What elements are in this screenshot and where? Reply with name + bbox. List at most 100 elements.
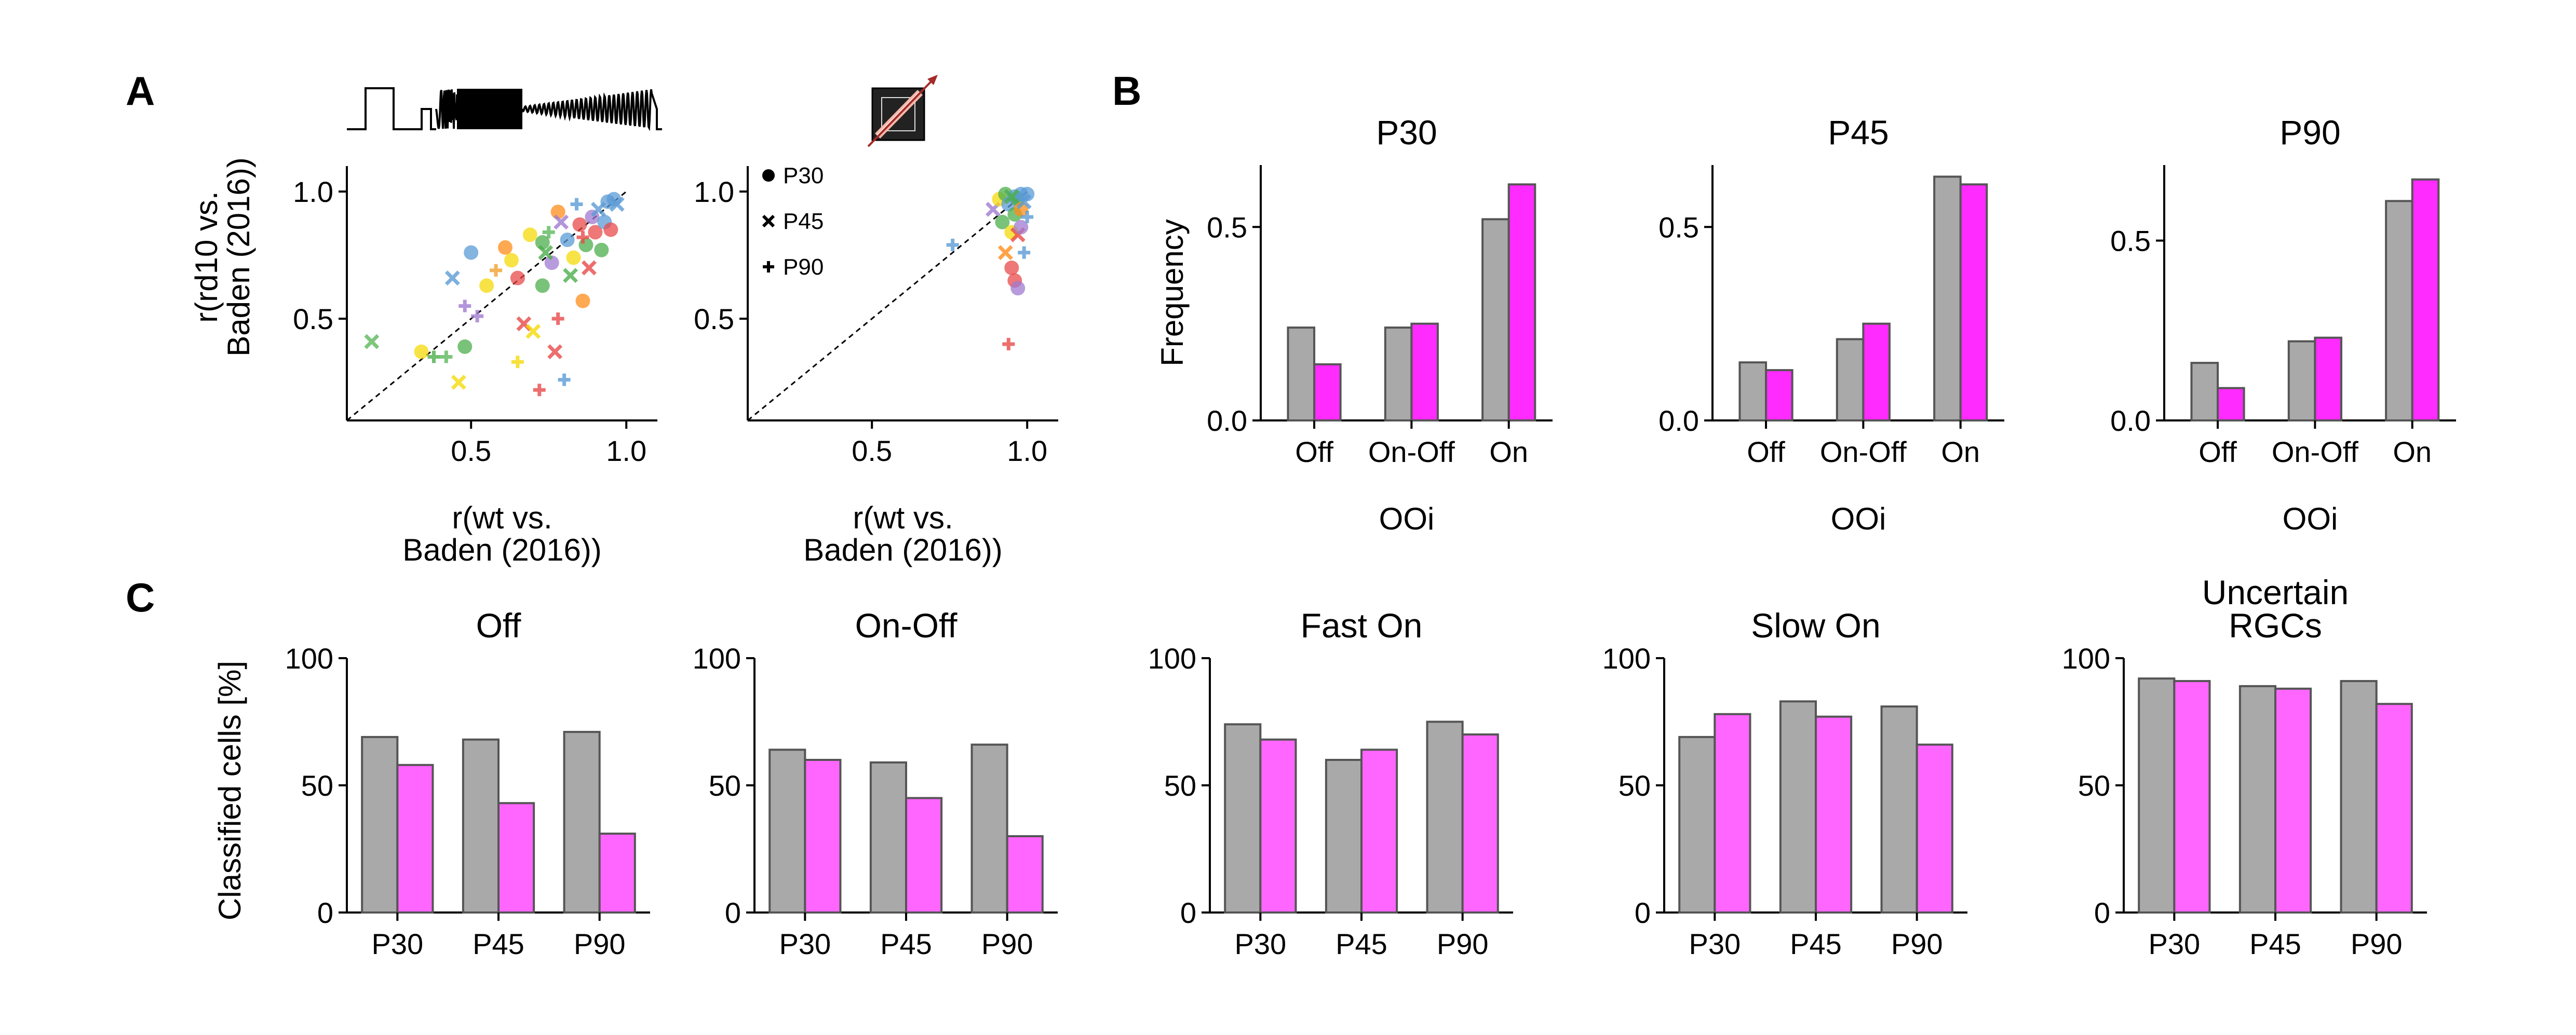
a1-point xyxy=(497,240,512,255)
c2-y-tick-label: 50 xyxy=(709,769,741,802)
c3-y-tick-label: 50 xyxy=(1164,769,1196,802)
b1-bar-rd10 xyxy=(1410,322,1439,421)
c1-bar-rd10 xyxy=(396,764,434,914)
a1-y-axis-label: Baden (2016)) xyxy=(221,157,256,357)
c1-bar-wt xyxy=(563,731,601,914)
legend-plus-marker xyxy=(763,261,774,273)
a1-point xyxy=(563,268,578,283)
a1-point xyxy=(364,334,380,349)
a1-x-axis-label: r(wt vs. xyxy=(452,500,552,535)
a1-point xyxy=(554,214,569,230)
c2-title: On-Off xyxy=(855,606,958,645)
chart-c4: P30 P45 P90 0 50 100 Slow On xyxy=(1602,606,1967,960)
b3-bar-rd10 xyxy=(2411,178,2440,421)
a1-point xyxy=(560,233,575,248)
c5-bar-wt xyxy=(2340,680,2378,914)
a1-point xyxy=(547,344,563,360)
c1-bar-rd10 xyxy=(497,802,535,914)
c5-x-tick-label: P30 xyxy=(2149,928,2201,960)
c2-x-tick-label: P45 xyxy=(880,928,932,960)
a1-point xyxy=(566,250,581,265)
c4-x-tick-label: P30 xyxy=(1689,928,1741,960)
b1-x-tick-label: On-Off xyxy=(1368,435,1455,468)
b3-bar-wt xyxy=(2385,200,2413,421)
a2-x-axis-label: Baden (2016)) xyxy=(803,533,1003,567)
a1-point xyxy=(575,293,590,308)
a1-point xyxy=(551,312,564,325)
a1-point xyxy=(535,235,550,250)
a1-point xyxy=(542,226,555,239)
a1-point xyxy=(525,324,541,339)
b2-x-tick-label: On xyxy=(1941,435,1980,468)
a2-y-tick-label: 0.5 xyxy=(694,303,734,335)
a1-point xyxy=(471,310,484,323)
c3-bar-rd10 xyxy=(1461,733,1499,914)
a1-point xyxy=(550,205,565,220)
b1-y-tick-label: 0.0 xyxy=(1207,404,1247,437)
c4-title: Slow On xyxy=(1751,606,1880,645)
a2-x-axis-label: r(wt vs. xyxy=(853,500,953,535)
b2-bar-wt xyxy=(1836,338,1865,421)
c3-x-tick-label: P30 xyxy=(1235,928,1287,960)
b1-y-tick-label: 0.5 xyxy=(1207,211,1247,243)
legend-x-marker xyxy=(762,214,775,228)
a1-y-tick-label: 0.5 xyxy=(293,303,333,335)
a1-point xyxy=(572,217,587,232)
a1-point xyxy=(588,225,603,240)
b2-x-tick-label: Off xyxy=(1747,435,1785,468)
c1-y-tick-label: 50 xyxy=(301,769,333,802)
a1-point xyxy=(533,384,546,397)
a1-point xyxy=(444,270,460,286)
a1-y-axis-label: r(rd10 vs. xyxy=(189,191,224,322)
a2-point xyxy=(997,245,1013,261)
a2-point xyxy=(1002,338,1015,350)
c4-y-tick-label: 50 xyxy=(1619,769,1651,802)
c3-x-tick-label: P45 xyxy=(1336,928,1387,960)
c5-bar-wt xyxy=(2138,677,2176,914)
c4-bar-wt xyxy=(1678,736,1716,914)
a2-point xyxy=(946,238,959,251)
a1-y-tick-label: 1.0 xyxy=(293,175,333,208)
a2-legend-entry: P45 xyxy=(762,209,824,234)
c3-y-tick-label: 100 xyxy=(1148,642,1196,675)
a1-point xyxy=(414,344,429,359)
a1-point xyxy=(479,278,494,293)
c5-bar-rd10 xyxy=(2173,680,2211,914)
b2-x-axis-label: OOi xyxy=(1831,501,1886,536)
a1-x-tick-label: 0.5 xyxy=(451,434,491,467)
a2-point xyxy=(1014,220,1029,235)
a2-point xyxy=(1021,211,1034,223)
legend-label: P90 xyxy=(783,254,824,280)
b1-bar-wt xyxy=(1481,218,1510,421)
chart-a1: 0.5 1.00.51.0r(wt vs.Baden (2016))r(rd10 … xyxy=(189,157,657,567)
charts-container: 0.5 1.00.51.0r(wt vs.Baden (2016))r(rd10 … xyxy=(189,113,2456,960)
legend-label: P45 xyxy=(783,209,824,234)
c3-y-tick-label: 0 xyxy=(1180,896,1196,929)
b2-x-tick-label: On-Off xyxy=(1820,435,1907,468)
chart-b2: Off On-Off On 0.0 0.5 P45 OOi xyxy=(1658,113,2004,536)
chart-b3: Off On-Off On 0.0 0.5 P90 OOi xyxy=(2110,113,2456,536)
a1-point xyxy=(504,253,519,268)
c4-y-tick-label: 100 xyxy=(1602,642,1651,675)
c3-x-tick-label: P90 xyxy=(1437,928,1489,960)
c5-title: RGCs xyxy=(2229,606,2322,645)
a1-point xyxy=(511,356,524,369)
b1-bar-rd10 xyxy=(1313,363,1342,422)
chart-c1: P30 P45 P90 0 50 100 Off Classified cells [%] xyxy=(212,606,650,960)
b3-y-tick-label: 0.5 xyxy=(2110,225,2151,257)
a1-point xyxy=(581,260,597,276)
panel-letter-b: B xyxy=(1112,68,1141,114)
c3-bar-wt xyxy=(1224,723,1262,914)
a1-point xyxy=(594,242,609,257)
a1-point xyxy=(464,245,479,260)
a1-point xyxy=(603,222,618,237)
a1-x-axis-label: Baden (2016)) xyxy=(402,533,602,567)
b1-bar-wt xyxy=(1384,326,1413,421)
b2-bar-rd10 xyxy=(1959,183,1988,421)
c2-bar-wt xyxy=(869,761,908,914)
b3-x-tick-label: Off xyxy=(2199,435,2237,468)
a2-point xyxy=(995,214,1010,229)
c1-y-tick-label: 100 xyxy=(285,642,333,675)
c2-y-tick-label: 0 xyxy=(725,896,741,929)
b2-bar-rd10 xyxy=(1765,369,1793,421)
